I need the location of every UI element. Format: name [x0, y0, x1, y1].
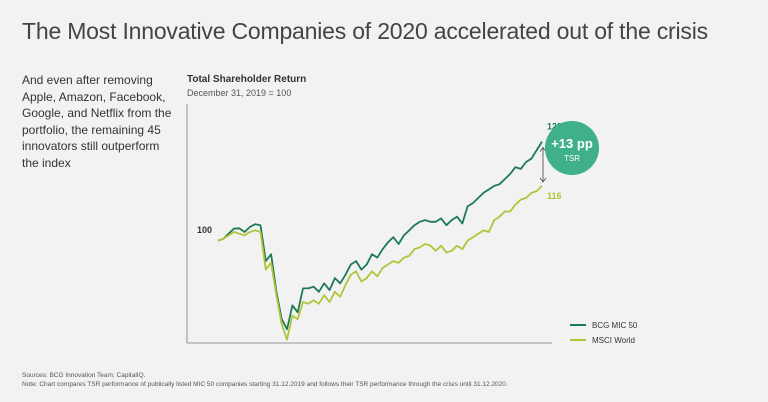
start-value-label: 100: [197, 225, 212, 235]
note-text: Note: Chart compares TSR performance of …: [22, 381, 508, 388]
page-title: The Most Innovative Companies of 2020 ac…: [22, 18, 708, 44]
legend: BCG MIC 50 MSCI World: [570, 321, 638, 345]
chart-title: Total Shareholder Return: [187, 74, 307, 85]
series-line-bcg-mic-50: [217, 141, 543, 331]
callout-value: +13 pp: [551, 136, 593, 151]
legend-label-msci: MSCI World: [592, 336, 635, 345]
series-line-msci-world: [217, 185, 543, 341]
delta-arrow: [539, 146, 547, 183]
end-value-label-bcg-mic-50: 129: [547, 122, 562, 132]
end-value-label-msci-world: 116: [547, 191, 562, 201]
intro-text: And even after removing Apple, Amazon, F…: [22, 73, 172, 170]
callout-label: TSR: [564, 154, 580, 163]
chart-subtitle: December 31, 2019 = 100: [187, 88, 292, 98]
sources-text: Sources: BCG Innovation Team; CapitalIQ.: [22, 372, 146, 379]
callout-circle: [545, 121, 599, 175]
legend-label-mic50: BCG MIC 50: [592, 321, 638, 330]
